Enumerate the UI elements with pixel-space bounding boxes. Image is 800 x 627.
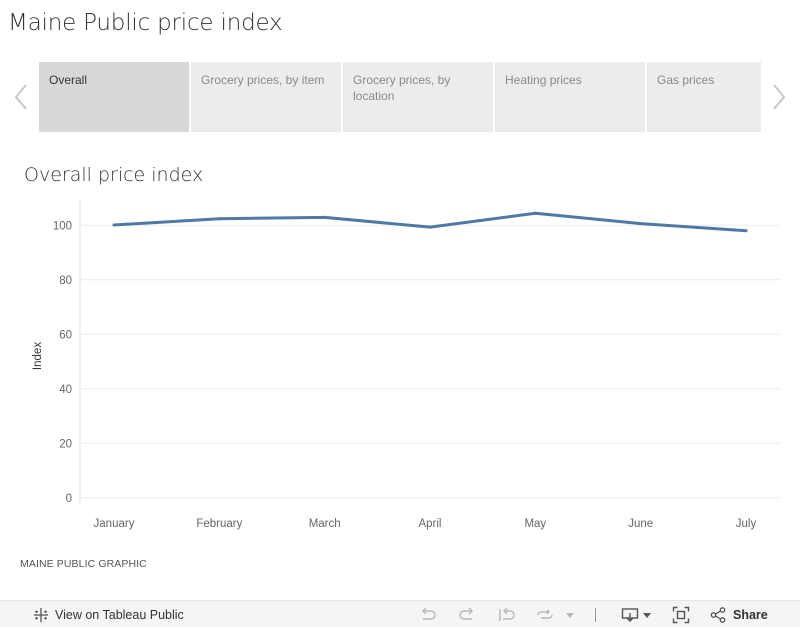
tab-gas-prices[interactable]: Gas prices (647, 62, 761, 132)
redo-button[interactable] (458, 601, 476, 627)
chevron-down-icon (566, 612, 574, 618)
refresh-button[interactable] (536, 601, 554, 627)
data-point (744, 229, 748, 233)
tab-grocery-prices-by-location[interactable]: Grocery prices, by location (343, 62, 493, 132)
data-point (323, 215, 327, 219)
share-label: Share (733, 607, 768, 622)
x-tick-label: March (309, 518, 341, 530)
data-point (533, 211, 537, 215)
x-tick-label: April (418, 518, 441, 530)
revert-icon (499, 607, 515, 621)
data-point (639, 222, 643, 226)
tabs-next-button[interactable] (767, 80, 791, 114)
tab-overall[interactable]: Overall (39, 62, 189, 132)
data-point (217, 217, 221, 221)
pause-dropdown[interactable] (565, 601, 575, 627)
x-tick-label: June (628, 518, 653, 530)
revert-button[interactable] (498, 601, 516, 627)
x-tick-label: February (196, 518, 242, 530)
data-point (428, 225, 432, 229)
chevron-down-icon (643, 612, 651, 618)
view-on-tableau-link[interactable]: View on Tableau Public (33, 601, 184, 627)
toolbar-divider (595, 608, 596, 622)
share-button[interactable]: Share (710, 601, 768, 627)
share-icon (710, 606, 726, 623)
data-point (112, 223, 116, 227)
x-tick-label: July (736, 518, 757, 530)
chevron-right-icon (773, 84, 786, 110)
y-tick-label: 80 (59, 275, 72, 287)
story-navigator: Overall Grocery prices, by item Grocery … (0, 62, 800, 132)
source-credit: MAINE PUBLIC GRAPHIC (20, 558, 147, 570)
x-tick-label: May (524, 518, 546, 530)
y-tick-label: 60 (59, 329, 72, 341)
undo-icon (422, 607, 436, 620)
x-tick-label: January (94, 518, 135, 530)
chevron-left-icon (14, 84, 27, 110)
undo-button[interactable] (419, 601, 437, 627)
line-chart: 0 20 40 60 80 100 Index January February March Apr… (32, 198, 780, 530)
tab-grocery-prices-by-item[interactable]: Grocery prices, by item (191, 62, 341, 132)
tabs-prev-button[interactable] (9, 80, 33, 114)
y-tick-label: 40 (59, 384, 72, 396)
fullscreen-icon (672, 606, 690, 623)
fullscreen-button[interactable] (672, 601, 690, 627)
redo-icon (459, 607, 473, 620)
tableau-logo-icon (34, 607, 48, 622)
y-axis-title: Index (32, 342, 44, 370)
page-title: Maine Public price index (8, 10, 283, 36)
y-tick-label: 0 (66, 493, 72, 505)
download-icon (621, 607, 639, 622)
view-on-tableau-label: View on Tableau Public (55, 607, 184, 622)
refresh-icon (537, 609, 553, 619)
download-button[interactable] (621, 601, 652, 627)
tableau-toolbar: View on Tableau Public (0, 600, 800, 627)
chart-title: Overall price index (24, 164, 204, 186)
tab-heating-prices[interactable]: Heating prices (495, 62, 645, 132)
y-tick-label: 20 (59, 438, 72, 450)
y-tick-label: 100 (53, 220, 72, 232)
